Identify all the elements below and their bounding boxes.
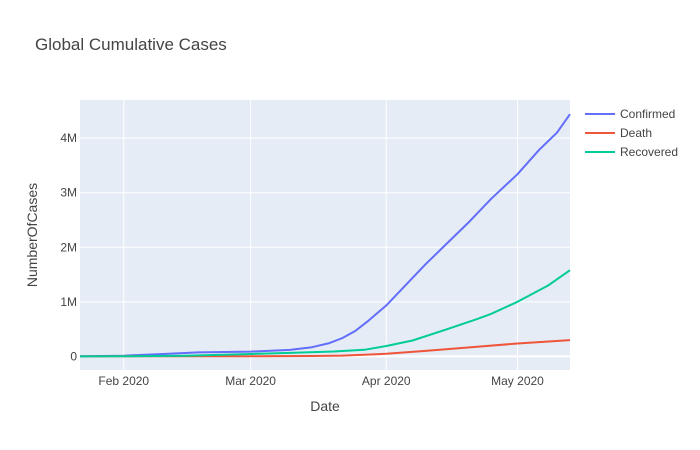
- legend-item-confirmed[interactable]: Confirmed: [585, 107, 675, 121]
- y-tick-label: 1M: [60, 295, 77, 309]
- legend-label: Death: [620, 126, 652, 140]
- x-tick-label: Feb 2020: [98, 374, 149, 388]
- x-tick-label: Mar 2020: [225, 374, 276, 388]
- y-axis-ticks: 0 1M 2M 3M 4M: [60, 131, 77, 363]
- y-tick-label: 2M: [60, 240, 77, 254]
- y-tick-label: 0: [70, 349, 77, 363]
- chart-title: Global Cumulative Cases: [35, 35, 227, 54]
- legend-item-death[interactable]: Death: [585, 126, 652, 140]
- x-axis-ticks: Feb 2020 Mar 2020 Apr 2020 May 2020: [98, 374, 544, 388]
- series-line-recovered: [79, 269, 571, 358]
- x-axis-title: Date: [310, 398, 340, 414]
- legend-item-recovered[interactable]: Recovered: [585, 145, 678, 159]
- x-tick-label: May 2020: [491, 374, 544, 388]
- series-lines: [79, 113, 571, 358]
- series-line-confirmed: [79, 113, 571, 358]
- y-tick-label: 4M: [60, 131, 77, 145]
- y-tick-label: 3M: [60, 186, 77, 200]
- legend[interactable]: Confirmed Death Recovered: [585, 107, 678, 159]
- legend-label: Confirmed: [620, 107, 675, 121]
- plot-area: [80, 100, 570, 370]
- legend-label: Recovered: [620, 145, 678, 159]
- y-axis-title: NumberOfCases: [24, 183, 40, 287]
- x-tick-label: Apr 2020: [362, 374, 411, 388]
